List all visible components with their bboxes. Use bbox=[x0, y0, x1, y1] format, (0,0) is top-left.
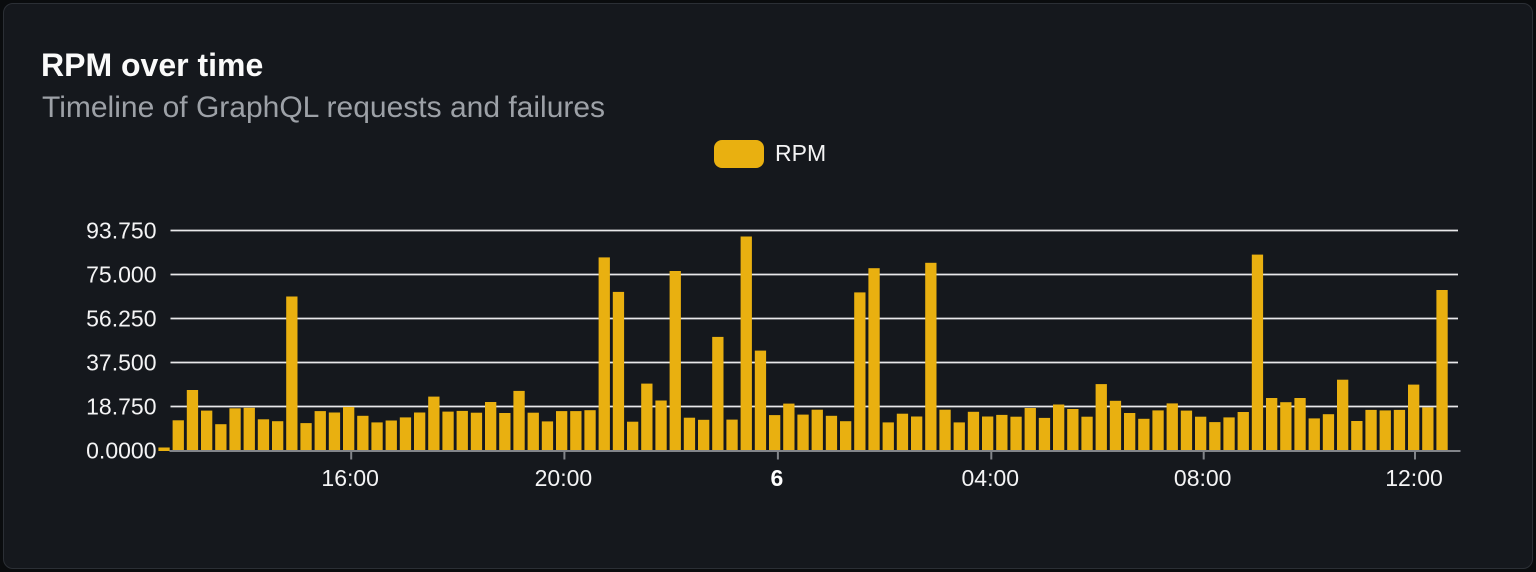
svg-text:12:00: 12:00 bbox=[1385, 465, 1443, 491]
svg-text:56.250: 56.250 bbox=[86, 305, 156, 331]
svg-text:0.0000: 0.0000 bbox=[86, 437, 156, 463]
svg-text:75.000: 75.000 bbox=[86, 261, 156, 287]
svg-text:18.750: 18.750 bbox=[86, 393, 156, 419]
svg-text:93.750: 93.750 bbox=[86, 217, 156, 243]
svg-text:20:00: 20:00 bbox=[535, 465, 593, 491]
svg-text:16:00: 16:00 bbox=[321, 465, 379, 491]
svg-text:08:00: 08:00 bbox=[1174, 465, 1232, 491]
svg-text:37.500: 37.500 bbox=[86, 349, 156, 375]
svg-text:6: 6 bbox=[771, 465, 784, 491]
svg-text:04:00: 04:00 bbox=[962, 465, 1020, 491]
